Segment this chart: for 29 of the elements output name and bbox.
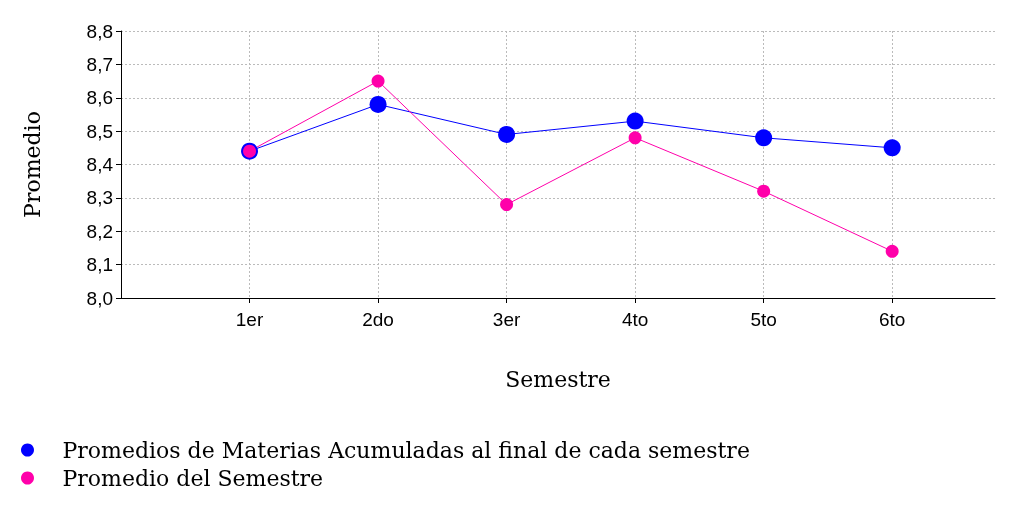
point [500,198,514,212]
point [626,112,644,130]
y-tick-label: 8,7 [86,53,113,75]
y-tick-label: 8,8 [86,20,113,42]
x-tick-label: 3er [492,309,521,330]
y-tick-label: 8,6 [86,87,113,109]
point [755,129,773,147]
point [371,74,385,88]
x-tick-label: 1er [235,309,264,330]
y-tick-label: 8,3 [86,187,113,209]
x-tick-label: 2do [362,309,394,330]
y-tick-label: 8,2 [86,220,113,242]
point [757,184,771,198]
y-tick-label: 8,0 [86,287,113,309]
y-axis-title: Promedio [19,111,45,218]
x-tick-label: 5to [750,309,777,330]
point [885,244,899,258]
x-tick-label: 4to [621,309,649,330]
y-tick-label: 8,1 [86,254,113,276]
legend-label: Promedio del Semestre [62,465,324,491]
point [369,95,387,113]
x-tick-label: 6to [878,309,906,330]
legend-label: Promedios de Materias Acumuladas al final de cada semestre [62,437,750,463]
x-axis-title: Semestre [505,366,611,392]
point [883,139,901,157]
point [498,125,516,143]
y-tick-label: 8,5 [86,120,113,142]
y-tick-label: 8,4 [86,154,114,175]
point [628,131,642,145]
